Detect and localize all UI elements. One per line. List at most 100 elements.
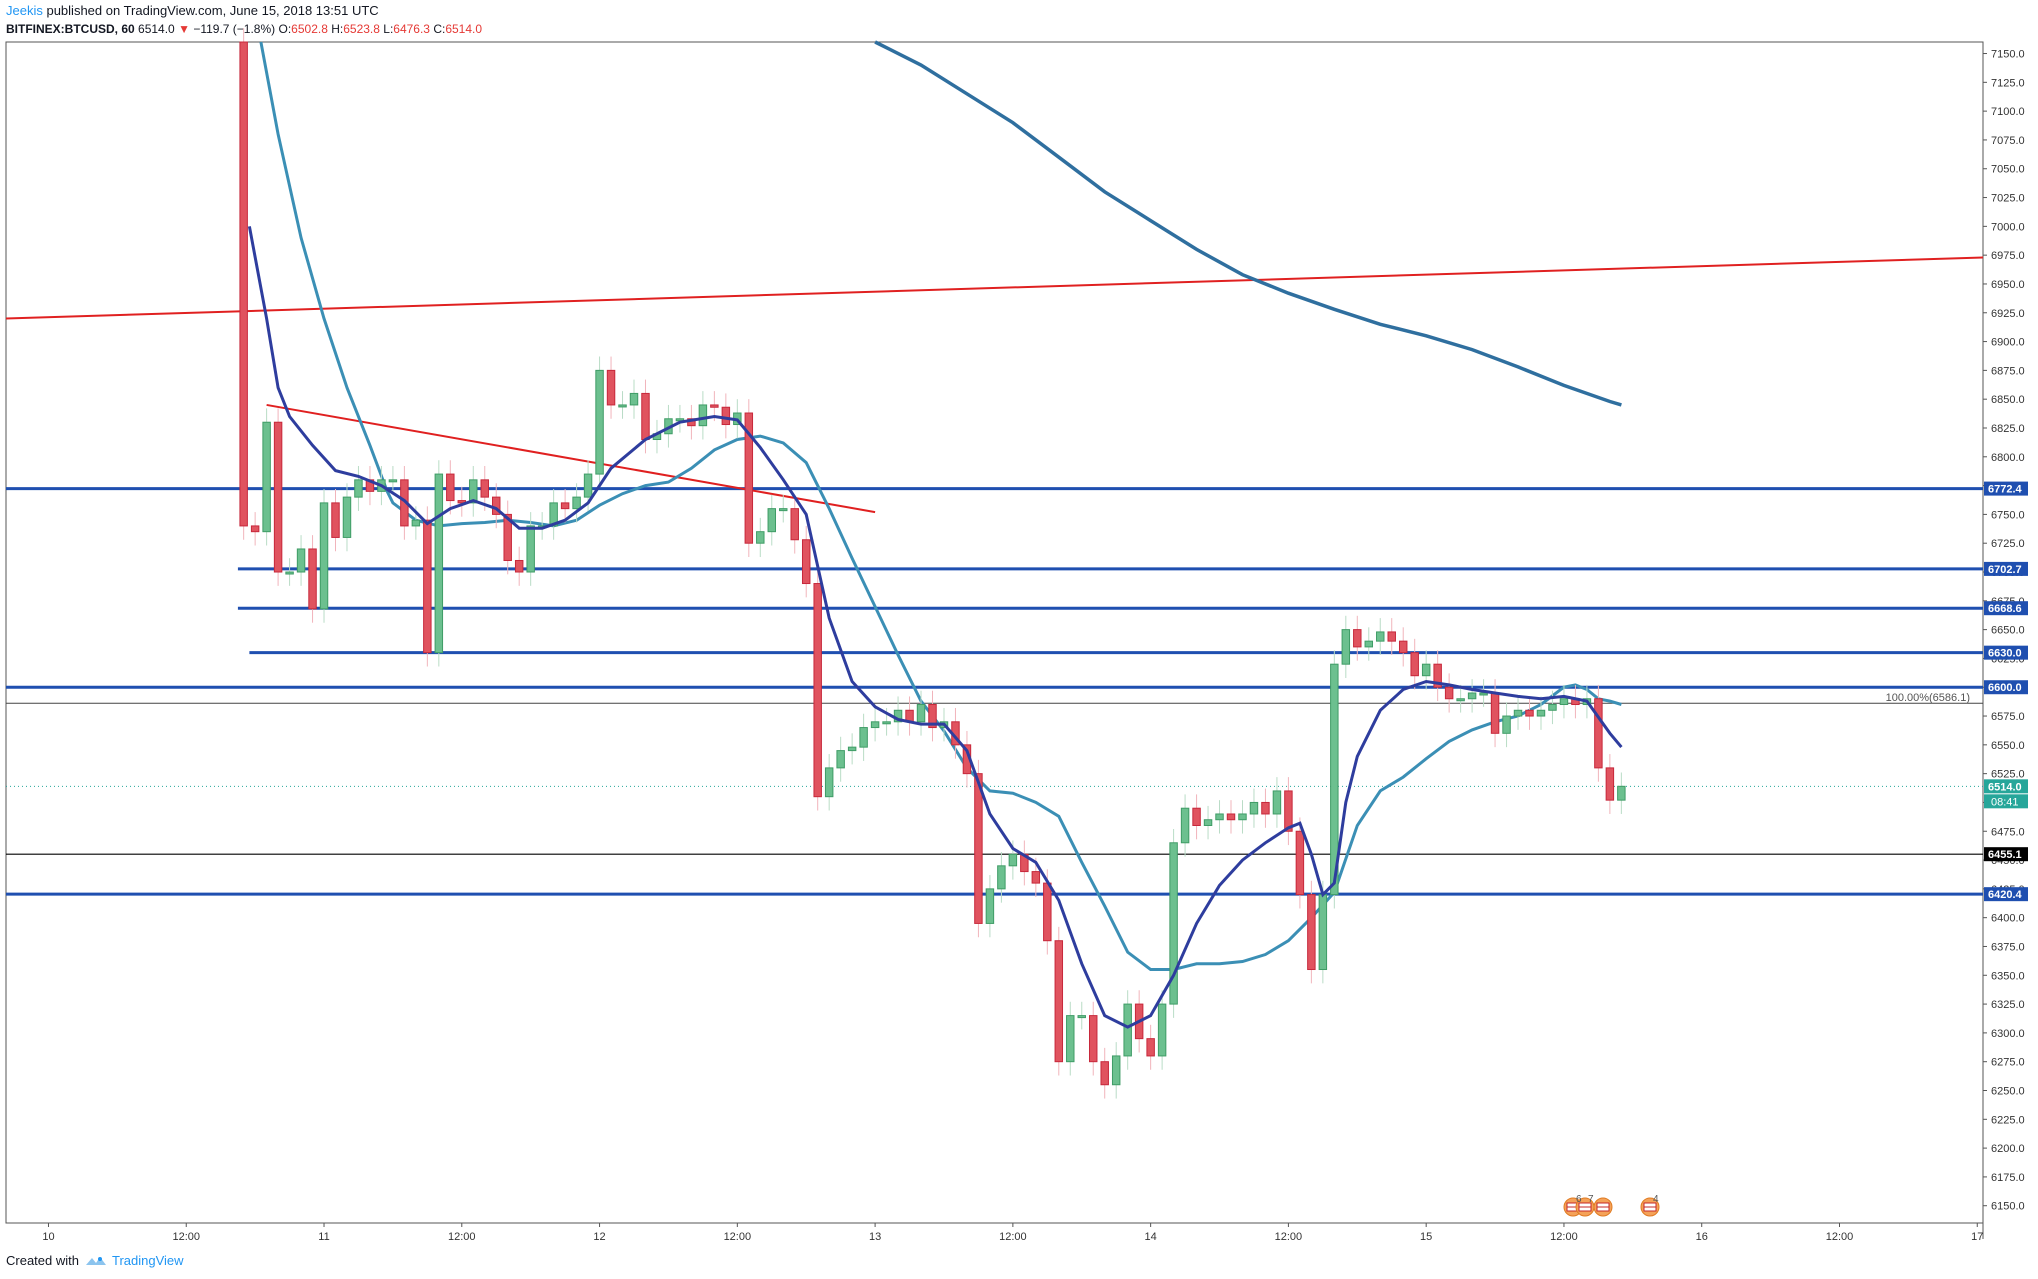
candle-down <box>1043 882 1052 942</box>
candle-down <box>1054 940 1064 1063</box>
price-tick-label: 6200.0 <box>1991 1143 2025 1155</box>
price-tick-label: 6525.0 <box>1991 769 2025 781</box>
price-tick-label: 6300.0 <box>1991 1028 2025 1040</box>
candle-up <box>1157 1003 1167 1057</box>
candle-up <box>388 479 398 483</box>
candle-up <box>1169 842 1178 1005</box>
close-label: C: <box>433 22 446 36</box>
level-price-label: 6600.0 <box>1988 682 2022 694</box>
candle-down <box>1307 894 1316 971</box>
price-tick-label: 6975.0 <box>1991 250 2025 262</box>
level-price-label: 6668.6 <box>1988 603 2022 615</box>
candle-up <box>572 496 581 510</box>
price-tick-label: 7000.0 <box>1991 221 2025 233</box>
countdown-label: 08:41 <box>1991 796 2019 808</box>
price-tick-label: 7050.0 <box>1991 164 2025 176</box>
price-tick-label: 6175.0 <box>1991 1172 2025 1184</box>
candle-down <box>1605 767 1615 801</box>
last-price-text: 6514.0 <box>138 22 175 36</box>
candle-down <box>641 392 650 441</box>
candle-up <box>469 479 478 504</box>
time-tick-label: 12:00 <box>448 1231 476 1243</box>
time-tick-label: 13 <box>869 1231 881 1243</box>
candle-up <box>1421 663 1431 677</box>
candle-up <box>342 496 352 538</box>
level-price-label: 6630.0 <box>1988 648 2022 660</box>
last-price-label: 6514.0 <box>1988 781 2022 793</box>
level-price-label-bg <box>1984 645 2028 660</box>
price-tick-label: 6225.0 <box>1991 1114 2025 1126</box>
candle-up <box>1180 807 1190 844</box>
time-tick-label: 12:00 <box>1826 1231 1854 1243</box>
candle-up <box>1559 698 1569 706</box>
candle-down <box>1284 790 1293 832</box>
symbol-name[interactable]: BITFINEX:BTCUSD, 60 <box>6 22 135 36</box>
candle-down <box>423 519 432 654</box>
candle-down <box>1433 663 1442 688</box>
candle-up <box>1111 1055 1121 1086</box>
ma-slow-line <box>874 40 1622 407</box>
candle-up <box>1513 709 1523 717</box>
candle-up <box>1008 853 1018 867</box>
trendline <box>266 403 876 514</box>
price-tick-label: 7025.0 <box>1991 193 2025 205</box>
candle-down <box>239 41 248 527</box>
time-tick-label: 10 <box>42 1231 54 1243</box>
candle-up <box>1536 709 1546 717</box>
candle-up <box>1318 894 1328 971</box>
price-tick-label: 6800.0 <box>1991 452 2025 464</box>
candle-up <box>1341 629 1351 665</box>
price-tick-label: 7100.0 <box>1991 106 2025 118</box>
price-tick-label: 7075.0 <box>1991 135 2025 147</box>
created-with-text: Created with <box>6 1253 79 1268</box>
level-price-label-bg <box>1984 887 2028 902</box>
candle-up <box>434 473 444 654</box>
candle-up <box>1364 640 1374 648</box>
candle-up <box>824 767 834 798</box>
candle-down <box>744 412 754 544</box>
candle-up <box>916 704 926 723</box>
candle-down <box>1410 652 1419 677</box>
candle-up <box>698 404 708 427</box>
candle-up <box>629 392 639 406</box>
brand-text: TradingView <box>111 1253 184 1268</box>
candle-down <box>1031 871 1041 884</box>
candle-down <box>1226 813 1236 821</box>
candle-up <box>618 404 627 408</box>
level-price-label: 6702.7 <box>1988 564 2022 576</box>
change-text: −119.7 (−1.8%) <box>193 22 276 36</box>
level-price-label-bg <box>1984 601 2028 616</box>
candle-up <box>1617 785 1626 801</box>
price-tick-label: 6475.0 <box>1991 826 2025 838</box>
price-tick-label: 6900.0 <box>1991 337 2025 349</box>
time-tick-label: 12 <box>593 1231 605 1243</box>
candle-up <box>1066 1015 1075 1063</box>
candle-up <box>756 531 765 544</box>
time-tick-label: 11 <box>318 1231 329 1243</box>
ma-fast-line <box>247 226 1623 1029</box>
level-price-label-bg <box>1984 561 2028 576</box>
candle-down <box>1490 692 1500 734</box>
price-tick-label: 6750.0 <box>1991 509 2025 521</box>
candle-down <box>1089 1015 1098 1063</box>
event-count-label: 4 <box>1653 1194 1659 1205</box>
candle-up <box>526 525 535 573</box>
candle-up <box>319 502 329 610</box>
author-link[interactable]: Jeekis <box>6 3 43 18</box>
open-value: 6502.8 <box>291 22 328 36</box>
price-tick-label: 6725.0 <box>1991 538 2025 550</box>
candle-down <box>331 502 340 538</box>
tradingview-brand[interactable]: TradingView <box>85 1252 184 1270</box>
black-line-price-label-bg <box>1984 847 2028 862</box>
level-price-label: 6772.4 <box>1988 484 2023 496</box>
time-tick-label: 12:00 <box>172 1231 200 1243</box>
price-tick-label: 6875.0 <box>1991 365 2025 377</box>
candle-up <box>354 479 363 498</box>
candle-down <box>1261 801 1270 815</box>
time-tick-label: 12:00 <box>1550 1231 1578 1243</box>
price-tick-label: 6350.0 <box>1991 970 2025 982</box>
candle-up <box>1123 1003 1132 1057</box>
fib-label: 100.00%(6586.1) <box>1886 692 1970 704</box>
candle-up <box>882 721 891 725</box>
